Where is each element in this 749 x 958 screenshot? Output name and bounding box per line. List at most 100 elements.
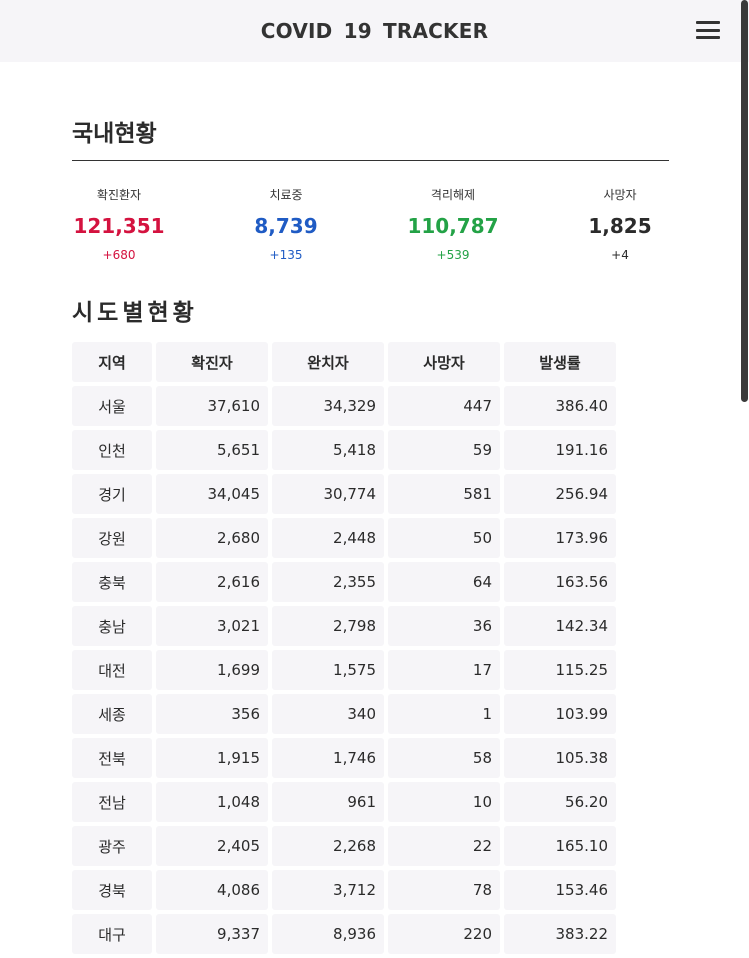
cell-deaths: 22	[388, 826, 500, 866]
stat-value: 110,787	[407, 214, 499, 238]
regional-table: 지역 확진자 완치자 사망자 발생률 서울 37,610 34,329 447 386.…	[68, 338, 620, 958]
cell-region: 충북	[72, 562, 152, 602]
domestic-section-title: 국내현황	[72, 121, 157, 147]
cell-deaths: 1	[388, 694, 500, 734]
menu-line	[696, 36, 720, 39]
stat-value: 8,739	[254, 214, 318, 238]
cell-confirmed: 2,405	[156, 826, 268, 866]
cell-recovered: 2,448	[272, 518, 384, 558]
cell-incidence: 256.94	[504, 474, 616, 514]
cell-deaths: 447	[388, 386, 500, 426]
stat-label: 사망자	[603, 188, 637, 202]
cell-confirmed: 37,610	[156, 386, 268, 426]
app-title: COVID 19 TRACKER	[260, 19, 489, 43]
stat-delta: +539	[436, 248, 470, 262]
cell-recovered: 3,712	[272, 870, 384, 910]
column-header-deaths: 사망자	[388, 342, 500, 382]
cell-deaths: 64	[388, 562, 500, 602]
cell-recovered: 34,329	[272, 386, 384, 426]
cell-recovered: 340	[272, 694, 384, 734]
column-header-confirmed: 확진자	[156, 342, 268, 382]
cell-confirmed: 2,680	[156, 518, 268, 558]
table-row: 광주 2,405 2,268 22 165.10	[72, 826, 616, 866]
column-header-recovered: 완치자	[272, 342, 384, 382]
regional-section-title: 시도별현황	[72, 300, 198, 326]
cell-incidence: 103.99	[504, 694, 616, 734]
stat-released: 격리해제 110,787 +539	[388, 186, 518, 262]
table-row: 전남 1,048 961 10 56.20	[72, 782, 616, 822]
cell-incidence: 153.46	[504, 870, 616, 910]
cell-deaths: 58	[388, 738, 500, 778]
cell-region: 전남	[72, 782, 152, 822]
cell-confirmed: 1,048	[156, 782, 268, 822]
cell-deaths: 220	[388, 914, 500, 954]
table-row: 충북 2,616 2,355 64 163.56	[72, 562, 616, 602]
cell-confirmed: 34,045	[156, 474, 268, 514]
cell-recovered: 1,746	[272, 738, 384, 778]
domestic-stats: 확진환자 121,351 +680 치료중 8,739 +135 격리해제 11…	[72, 186, 669, 266]
cell-deaths: 50	[388, 518, 500, 558]
table-row: 경기 34,045 30,774 581 256.94	[72, 474, 616, 514]
cell-incidence: 56.20	[504, 782, 616, 822]
cell-incidence: 105.38	[504, 738, 616, 778]
stat-delta: +135	[269, 248, 303, 262]
cell-incidence: 386.40	[504, 386, 616, 426]
menu-line	[696, 21, 720, 24]
stat-value: 1,825	[588, 214, 652, 238]
stat-label: 치료중	[269, 188, 303, 202]
cell-incidence: 142.34	[504, 606, 616, 646]
cell-deaths: 36	[388, 606, 500, 646]
column-header-incidence: 발생률	[504, 342, 616, 382]
cell-deaths: 10	[388, 782, 500, 822]
stat-label: 확진환자	[96, 188, 142, 202]
cell-recovered: 5,418	[272, 430, 384, 470]
regional-table-body: 서울 37,610 34,329 447 386.40 인천 5,651 5,418 59 191…	[72, 386, 616, 954]
cell-region: 전북	[72, 738, 152, 778]
cell-recovered: 30,774	[272, 474, 384, 514]
cell-region: 대전	[72, 650, 152, 690]
cell-confirmed: 5,651	[156, 430, 268, 470]
cell-incidence: 163.56	[504, 562, 616, 602]
cell-incidence: 115.25	[504, 650, 616, 690]
cell-region: 강원	[72, 518, 152, 558]
cell-deaths: 581	[388, 474, 500, 514]
cell-confirmed: 4,086	[156, 870, 268, 910]
app-header: COVID 19 TRACKER	[0, 0, 749, 62]
table-row: 전북 1,915 1,746 58 105.38	[72, 738, 616, 778]
cell-recovered: 2,355	[272, 562, 384, 602]
cell-region: 대구	[72, 914, 152, 954]
column-header-region: 지역	[72, 342, 152, 382]
cell-incidence: 165.10	[504, 826, 616, 866]
table-row: 서울 37,610 34,329 447 386.40	[72, 386, 616, 426]
stat-deaths: 사망자 1,825 +4	[555, 186, 685, 262]
menu-line	[696, 28, 720, 32]
cell-recovered: 2,268	[272, 826, 384, 866]
hamburger-menu-icon[interactable]	[696, 21, 720, 39]
cell-region: 세종	[72, 694, 152, 734]
cell-confirmed: 1,699	[156, 650, 268, 690]
table-row: 세종 356 340 1 103.99	[72, 694, 616, 734]
cell-deaths: 59	[388, 430, 500, 470]
scrollbar-thumb[interactable]	[741, 0, 748, 402]
cell-incidence: 173.96	[504, 518, 616, 558]
cell-region: 서울	[72, 386, 152, 426]
cell-recovered: 8,936	[272, 914, 384, 954]
cell-confirmed: 356	[156, 694, 268, 734]
stat-delta: +4	[611, 248, 629, 262]
cell-region: 경북	[72, 870, 152, 910]
cell-confirmed: 9,337	[156, 914, 268, 954]
cell-recovered: 961	[272, 782, 384, 822]
cell-confirmed: 1,915	[156, 738, 268, 778]
table-row: 대전 1,699 1,575 17 115.25	[72, 650, 616, 690]
cell-confirmed: 2,616	[156, 562, 268, 602]
stat-confirmed: 확진환자 121,351 +680	[54, 186, 184, 262]
table-row: 강원 2,680 2,448 50 173.96	[72, 518, 616, 558]
stat-treating: 치료중 8,739 +135	[221, 186, 351, 262]
cell-deaths: 78	[388, 870, 500, 910]
stat-value: 121,351	[73, 214, 165, 238]
table-header-row: 지역 확진자 완치자 사망자 발생률	[72, 342, 616, 382]
cell-incidence: 191.16	[504, 430, 616, 470]
cell-incidence: 383.22	[504, 914, 616, 954]
stat-delta: +680	[102, 248, 136, 262]
cell-region: 충남	[72, 606, 152, 646]
